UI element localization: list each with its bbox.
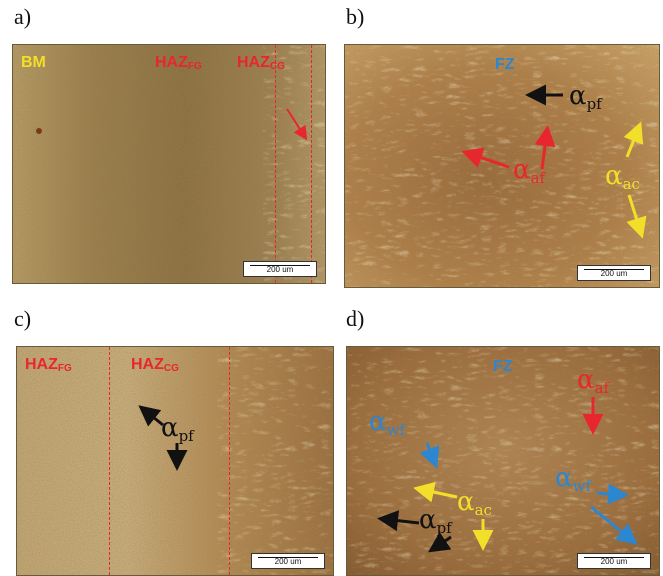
label-alpha-pf: αpf <box>419 505 452 537</box>
panel-a-letter: a) <box>14 4 32 29</box>
label-alpha-ac: αac <box>457 487 492 519</box>
scale-bar: 200 um <box>243 261 317 277</box>
arrow-alpha-af-1 <box>461 147 510 169</box>
panel-c-letter: c) <box>14 306 32 331</box>
panel-c-micrograph: HAZFG HAZCG αpf 200 um <box>16 346 334 576</box>
panel-b-micrograph: FZ αpf αaf αac 200 um <box>344 44 660 288</box>
arrow-alpha-pf-1 <box>377 510 420 532</box>
scale-bar: 200 um <box>577 265 651 281</box>
arrow-alpha-wf-3 <box>590 505 638 545</box>
label-haz-cg: HAZCG <box>131 356 179 375</box>
scale-bar: 200 um <box>577 553 651 569</box>
label-haz-cg: HAZCG <box>237 54 285 73</box>
arrow-haz-cg <box>286 108 308 141</box>
label-alpha-pf: αpf <box>161 413 194 445</box>
panel-a-micrograph: BM HAZFG HAZCG 200 um <box>12 44 326 284</box>
boundary-line-1 <box>275 45 276 283</box>
arrow-alpha-pf-2 <box>428 531 452 553</box>
label-fz: FZ <box>495 56 515 73</box>
label-fz: FZ <box>493 358 513 375</box>
panel-d-texture <box>347 347 659 575</box>
panel-b-texture <box>345 45 659 287</box>
label-alpha-af: αaf <box>513 155 546 187</box>
panel-c-texture <box>17 347 333 575</box>
label-alpha-wf-right: αwf <box>555 463 591 495</box>
label-alpha-pf: αpf <box>569 81 602 113</box>
arrow-alpha-wf-1 <box>419 442 440 469</box>
panel-d-micrograph: FZ αaf αwf αwf αac αpf 200 um <box>346 346 660 576</box>
label-haz-fg: HAZFG <box>155 54 202 73</box>
inclusion-dot <box>36 128 42 134</box>
boundary-line-2 <box>311 45 312 283</box>
label-bm: BM <box>21 54 46 71</box>
label-alpha-ac: αac <box>605 161 640 193</box>
arrow-alpha-ac-1 <box>413 481 458 503</box>
arrow-alpha-ac-1 <box>623 121 644 158</box>
arrow-alpha-wf-2 <box>596 483 629 505</box>
label-alpha-wf-left: αwf <box>369 407 405 439</box>
boundary-line-2 <box>229 347 230 575</box>
panel-b-letter: b) <box>346 4 365 29</box>
panel-a-texture <box>13 45 325 283</box>
panel-d-letter: d) <box>346 306 365 331</box>
arrow-alpha-af-2 <box>534 125 556 170</box>
scale-bar: 200 um <box>251 553 325 569</box>
label-haz-fg: HAZFG <box>25 356 72 375</box>
arrow-alpha-ac-2 <box>626 194 647 239</box>
arrow-alpha-pf-1 <box>138 405 164 427</box>
boundary-line-1 <box>109 347 110 575</box>
label-alpha-af: αaf <box>577 365 610 397</box>
